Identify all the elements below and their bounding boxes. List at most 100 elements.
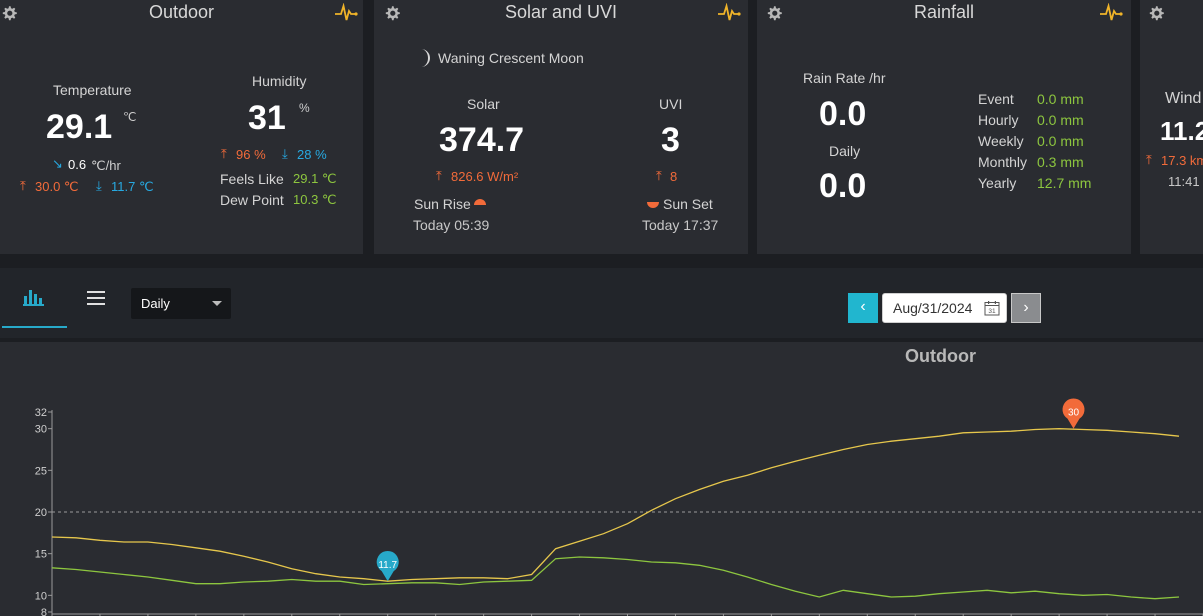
solar-high: 826.6 W/m² [451, 169, 519, 184]
sunset-label: Sun Set [663, 196, 713, 212]
arrow-up-icon: ⤒ [1146, 152, 1152, 167]
y-tick-label: 20 [35, 507, 47, 519]
period-select[interactable]: Daily [131, 288, 231, 319]
weekly-value: 0.0 mm [1037, 133, 1084, 149]
pulse-icon[interactable] [1099, 3, 1123, 23]
dew-point-label: Dew Point [220, 192, 284, 208]
humidity-unit: % [299, 101, 310, 115]
wind-title: Wind [1165, 90, 1202, 107]
gear-icon[interactable] [382, 3, 402, 23]
event-value: 0.0 mm [1037, 91, 1084, 107]
temperature-high: 30.0 ℃ [35, 179, 79, 194]
rain-rate-label: Rain Rate /hr [803, 70, 886, 86]
humidity-low: 28 % [297, 147, 327, 162]
series-line-1 [51, 556, 1180, 600]
list-view-tab[interactable] [80, 283, 112, 313]
temperature-value: 29.1 [46, 108, 113, 146]
feels-like-value: 29.1 ℃ [293, 171, 337, 186]
gear-icon[interactable] [1146, 3, 1166, 23]
marker-label-0: 11.7 [378, 560, 397, 571]
solar-label: Solar [467, 96, 500, 112]
rainfall-card: Rainfall Rain Rate /hr 0.0 Daily 0.0 Eve… [757, 0, 1131, 254]
sunrise-label: Sun Rise [414, 196, 471, 212]
gear-icon[interactable] [0, 3, 19, 23]
trend-down-icon: ↘ [52, 156, 63, 171]
arrow-up-icon: ⤒ [221, 146, 227, 161]
solar-value: 374.7 [439, 121, 525, 159]
bar-chart-icon [23, 290, 44, 306]
y-tick-label: 30 [35, 424, 47, 436]
marker-label-1: 30 [1068, 408, 1080, 419]
temperature-unit: ℃ [123, 110, 137, 124]
event-label: Event [978, 91, 1014, 107]
card-title: Solar and UVI [504, 2, 618, 22]
y-tick-label: 25 [35, 465, 47, 477]
calendar-icon[interactable]: 31 [984, 300, 1000, 316]
marker-pin-1 [1062, 398, 1085, 429]
card-title: Rainfall [913, 2, 975, 22]
date-value: Aug/31/2024 [893, 300, 973, 316]
daily-value: 0.0 [819, 167, 867, 205]
y-tick-label: 32 [35, 407, 47, 419]
menu-icon [87, 291, 105, 305]
period-select-value: Daily [141, 296, 170, 311]
uvi-value: 3 [661, 121, 680, 159]
previous-date-button[interactable]: ‹ [848, 293, 878, 323]
sunrise-time: Today 05:39 [413, 217, 490, 233]
chevron-down-icon [212, 301, 222, 306]
card-title: Outdoor [148, 2, 215, 22]
wind-card: Wind 11.2 ⤒ 17.3 km 11:41 [1140, 0, 1203, 254]
y-tick-label: 15 [35, 549, 47, 561]
uvi-label: UVI [659, 96, 683, 112]
arrow-down-icon: ⤓ [282, 146, 288, 161]
y-tick-label: 8 [41, 607, 47, 616]
yearly-value: 12.7 mm [1037, 175, 1092, 191]
chart-toolbar: Daily ‹ Aug/31/2024 31 › [0, 268, 1203, 338]
humidity-value: 31 [248, 99, 286, 137]
feels-like-label: Feels Like [220, 171, 284, 187]
pulse-icon[interactable] [334, 3, 358, 23]
humidity-label: Humidity [252, 73, 307, 89]
hourly-value: 0.0 mm [1037, 112, 1084, 128]
wind-high: 17.3 km [1161, 153, 1203, 168]
series-line-0 [51, 428, 1180, 582]
sunset-time: Today 17:37 [642, 217, 719, 233]
sunset-icon [647, 202, 659, 208]
weekly-label: Weekly [978, 133, 1024, 149]
arrow-up-icon: ⤒ [20, 178, 26, 193]
hourly-label: Hourly [978, 112, 1019, 128]
outdoor-chart[interactable]: 8 10 15 20 25 30 32 11.7 30 [0, 342, 1203, 616]
chart-title: Outdoor [905, 346, 976, 366]
temperature-rate: 0.6 [68, 157, 87, 172]
y-tick-label: 10 [35, 590, 47, 602]
temperature-low: 11.7 ℃ [111, 179, 154, 194]
arrow-up-icon: ⤒ [656, 168, 662, 183]
arrow-up-icon: ⤒ [436, 168, 442, 183]
sunrise-icon [474, 199, 486, 205]
pulse-icon[interactable] [717, 3, 741, 23]
rain-rate-value: 0.0 [819, 95, 867, 133]
temperature-label: Temperature [53, 82, 132, 98]
uvi-high: 8 [670, 169, 678, 184]
next-date-button[interactable]: › [1011, 293, 1041, 323]
wind-value: 11.2 [1160, 116, 1203, 146]
arrow-down-icon: ⤓ [96, 178, 102, 193]
marker-pin-0 [376, 550, 399, 582]
date-input[interactable]: Aug/31/2024 31 [882, 293, 1007, 323]
chart-view-tab[interactable] [2, 268, 67, 328]
yearly-label: Yearly [978, 175, 1017, 191]
gear-icon[interactable] [764, 3, 784, 23]
calendar-day: 31 [988, 308, 996, 315]
wind-time: 11:41 [1168, 174, 1200, 189]
outdoor-card: Outdoor Temperature 29.1 ℃ ↘ 0.6 ℃/hr ⤒ … [0, 0, 363, 254]
monthly-value: 0.3 mm [1037, 154, 1084, 170]
temperature-rate-unit: ℃/hr [91, 158, 121, 173]
dew-point-value: 10.3 ℃ [293, 192, 337, 207]
moon-phase: Waning Crescent Moon [438, 50, 584, 66]
daily-label: Daily [829, 143, 861, 159]
moon-icon [421, 49, 430, 67]
solar-card: Solar and UVI Waning Crescent Moon Solar… [374, 0, 748, 254]
monthly-label: Monthly [978, 154, 1028, 170]
chart-panel: Outdoor 8 10 15 20 25 30 32 11.7 30 [0, 342, 1203, 616]
humidity-high: 96 % [236, 147, 266, 162]
